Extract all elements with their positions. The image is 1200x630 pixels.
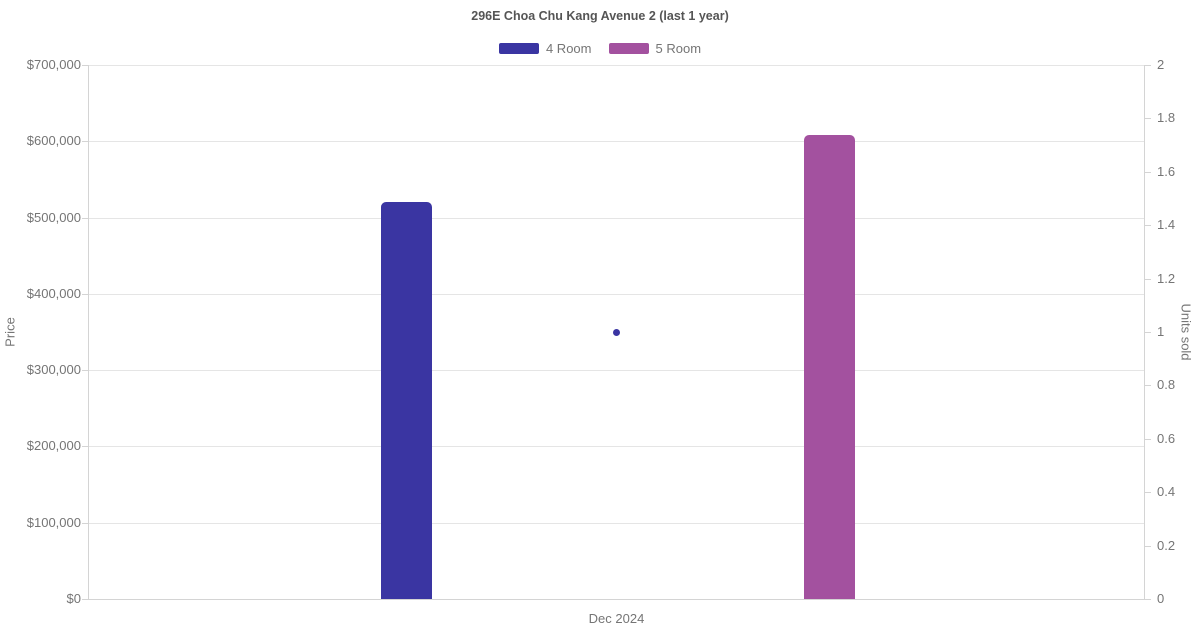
- price-axis-tick: [82, 65, 88, 66]
- legend-label-5-room: 5 Room: [655, 41, 702, 56]
- plot-area: [82, 65, 1151, 600]
- units-axis-tick: [1145, 546, 1151, 547]
- gridline: [89, 294, 1144, 295]
- bar-4-room[interactable]: [381, 202, 432, 599]
- price-tick-label: $100,000: [26, 515, 81, 530]
- units-tick-label: 0.2: [1157, 538, 1176, 553]
- gridline: [89, 141, 1144, 142]
- units-axis-tick: [1145, 118, 1151, 119]
- price-tick-label: $600,000: [26, 133, 81, 148]
- price-tick-label: $500,000: [26, 210, 81, 225]
- units-tick-label: 2: [1157, 57, 1165, 72]
- units-axis-tick: [1145, 439, 1151, 440]
- units-axis-tick: [1145, 225, 1151, 226]
- units-axis-tick: [1145, 492, 1151, 493]
- gridline: [89, 65, 1144, 66]
- bar-5-room[interactable]: [804, 135, 855, 599]
- units-tick-label: 1.4: [1157, 217, 1176, 232]
- scatter-point-4-room[interactable]: [613, 328, 620, 336]
- units-axis-tick: [1145, 385, 1151, 386]
- units-tick-label: 0: [1157, 591, 1165, 606]
- units-axis-tick: [1145, 279, 1151, 280]
- units-axis-tick: [1145, 172, 1151, 173]
- units-axis-ticks: 2 1.8 1.6 1.4 1.2 1 0.8 0.6 0.4 0.2 0: [1157, 57, 1199, 606]
- units-tick-label: 0.4: [1157, 484, 1176, 499]
- legend-label-4-room: 4 Room: [545, 41, 592, 56]
- gridline: [89, 370, 1144, 371]
- units-axis-tick: [1145, 599, 1151, 600]
- price-axis-tick: [82, 141, 88, 142]
- gridline: [89, 446, 1144, 447]
- legend-item-4-room[interactable]: 4 Room: [498, 41, 592, 56]
- price-tick-label: $300,000: [26, 362, 81, 377]
- legend-swatch-4-room-icon: [498, 43, 539, 54]
- price-tick-label: $400,000: [26, 286, 81, 301]
- price-axis-tick: [82, 599, 88, 600]
- units-tick-label: 1.8: [1157, 110, 1176, 125]
- price-axis-tick: [82, 218, 88, 219]
- x-axis-label: Dec 2024: [588, 611, 645, 626]
- price-axis-tick: [82, 523, 88, 524]
- legend-swatch-5-room-icon: [608, 43, 649, 54]
- price-axis-tick: [82, 446, 88, 447]
- units-tick-label: 0.6: [1157, 431, 1176, 446]
- units-tick-label: 1.2: [1157, 271, 1176, 286]
- gridline: [89, 523, 1144, 524]
- chart-title: 296E Choa Chu Kang Avenue 2 (last 1 year…: [471, 9, 729, 23]
- price-tick-label: $0: [66, 591, 81, 606]
- price-tick-label: $700,000: [26, 57, 81, 72]
- price-axis-tick: [82, 294, 88, 295]
- legend-item-5-room[interactable]: 5 Room: [608, 41, 702, 56]
- units-tick-label: 1: [1157, 324, 1165, 339]
- units-axis-tick: [1145, 332, 1151, 333]
- gridline: [89, 218, 1144, 219]
- units-tick-label: 0.8: [1157, 377, 1176, 392]
- units-tick-label: 1.6: [1157, 164, 1176, 179]
- price-axis-ticks: $700,000 $600,000 $500,000 $400,000 $300,000…: [0, 57, 81, 606]
- units-axis-tick: [1145, 65, 1151, 66]
- legend: 4 Room 5 Room: [0, 41, 1200, 56]
- price-axis-tick: [82, 370, 88, 371]
- price-tick-label: $200,000: [26, 438, 81, 453]
